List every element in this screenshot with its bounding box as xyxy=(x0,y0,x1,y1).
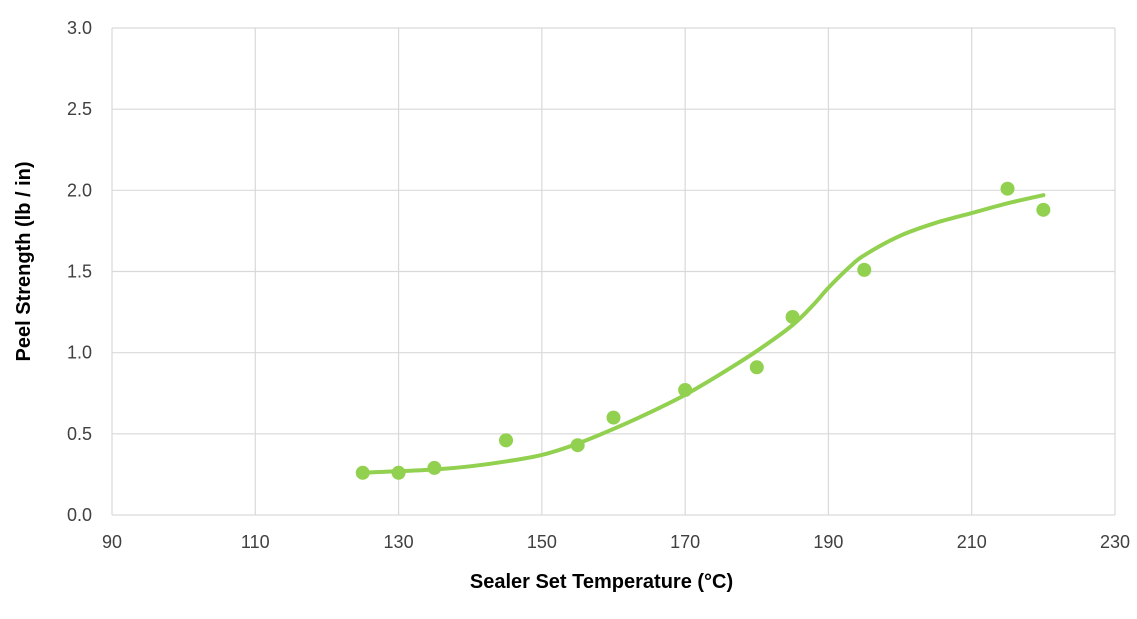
data-point xyxy=(1000,181,1015,196)
x-axis-title: Sealer Set Temperature (°C) xyxy=(470,571,733,593)
x-tick-label: 150 xyxy=(527,532,557,552)
x-tick-labels: 90 110 130 150 170 190 210 230 xyxy=(102,532,1130,552)
data-point xyxy=(391,465,406,480)
y-axis-title: Peel Strength (lb / in) xyxy=(13,161,35,361)
x-tick-label: 130 xyxy=(384,532,414,552)
x-tick-label: 170 xyxy=(670,532,700,552)
data-point xyxy=(785,309,800,324)
x-tick-label: 230 xyxy=(1100,532,1130,552)
x-tick-label: 190 xyxy=(813,532,843,552)
data-point xyxy=(427,460,442,475)
y-tick-label: 2.0 xyxy=(67,180,92,200)
y-tick-label: 2.5 xyxy=(67,99,92,119)
y-tick-label: 3.0 xyxy=(67,18,92,38)
data-point xyxy=(749,360,764,375)
data-point xyxy=(570,438,585,453)
y-tick-label: 1.0 xyxy=(67,343,92,363)
data-point xyxy=(678,383,693,398)
data-point xyxy=(355,465,370,480)
data-point xyxy=(499,433,514,448)
data-point xyxy=(857,262,872,277)
trendline xyxy=(360,193,1046,475)
data-point xyxy=(606,410,621,425)
y-tick-label: 0.0 xyxy=(67,505,92,525)
x-tick-label: 90 xyxy=(102,532,122,552)
y-tick-label: 0.5 xyxy=(67,424,92,444)
data-point xyxy=(1036,202,1051,217)
trendline-layer xyxy=(360,193,1046,475)
gridlines xyxy=(111,27,1116,516)
data-points xyxy=(355,181,1051,480)
y-tick-label: 1.5 xyxy=(67,262,92,282)
y-tick-labels: 0.0 0.5 1.0 1.5 2.0 2.5 3.0 xyxy=(67,18,92,525)
x-tick-label: 110 xyxy=(241,532,270,552)
x-tick-label: 210 xyxy=(957,532,987,552)
